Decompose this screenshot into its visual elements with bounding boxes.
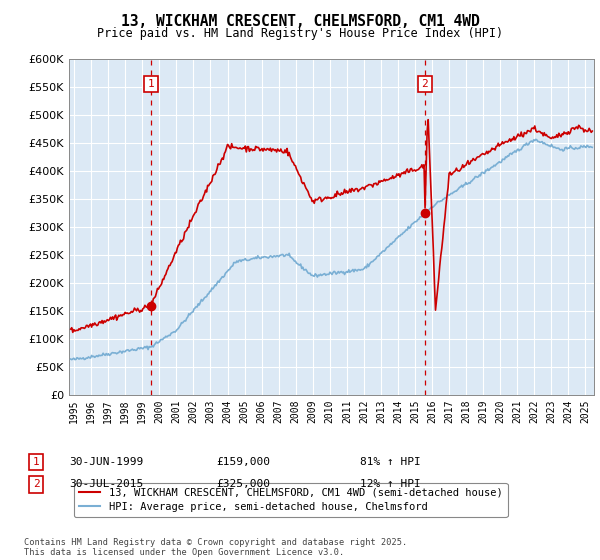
Text: 13, WICKHAM CRESCENT, CHELMSFORD, CM1 4WD: 13, WICKHAM CRESCENT, CHELMSFORD, CM1 4W… — [121, 14, 479, 29]
Legend: 13, WICKHAM CRESCENT, CHELMSFORD, CM1 4WD (semi-detached house), HPI: Average pr: 13, WICKHAM CRESCENT, CHELMSFORD, CM1 4W… — [74, 483, 508, 517]
Text: 2: 2 — [422, 79, 428, 89]
Text: £325,000: £325,000 — [216, 479, 270, 489]
Text: 1: 1 — [148, 79, 154, 89]
Text: 1: 1 — [32, 457, 40, 467]
Text: 30-JUN-1999: 30-JUN-1999 — [69, 457, 143, 467]
Text: 30-JUL-2015: 30-JUL-2015 — [69, 479, 143, 489]
Text: Contains HM Land Registry data © Crown copyright and database right 2025.
This d: Contains HM Land Registry data © Crown c… — [24, 538, 407, 557]
Text: 81% ↑ HPI: 81% ↑ HPI — [360, 457, 421, 467]
Text: 12% ↑ HPI: 12% ↑ HPI — [360, 479, 421, 489]
Text: £159,000: £159,000 — [216, 457, 270, 467]
Text: Price paid vs. HM Land Registry's House Price Index (HPI): Price paid vs. HM Land Registry's House … — [97, 27, 503, 40]
Text: 2: 2 — [32, 479, 40, 489]
